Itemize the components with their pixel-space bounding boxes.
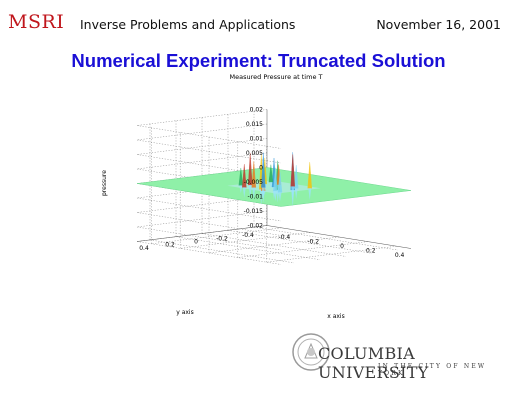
x-tick-label: -0.2 bbox=[307, 238, 319, 245]
z-tick-label: -0.015 bbox=[244, 208, 264, 215]
chart-title: Measured Pressure at time T bbox=[230, 73, 323, 81]
axis-line bbox=[266, 225, 412, 249]
z-axis-label: pressure bbox=[101, 170, 108, 196]
grid-line bbox=[136, 226, 282, 251]
university-name: COLUMBIA UNIVERSITY bbox=[318, 344, 429, 382]
z-tick-label: -0.02 bbox=[247, 223, 263, 230]
surface-dip bbox=[273, 190, 277, 202]
grid-line bbox=[227, 230, 373, 254]
grid-line bbox=[136, 241, 282, 265]
grid-line bbox=[180, 232, 311, 249]
z-tick-label: 0.005 bbox=[246, 150, 263, 157]
y-tick-label: 0.2 bbox=[165, 242, 175, 249]
grid-line bbox=[136, 139, 282, 164]
grid-line bbox=[175, 236, 321, 260]
surface-spikes bbox=[238, 152, 312, 207]
z-tick-label: -0.01 bbox=[247, 194, 263, 201]
surface-dip bbox=[269, 182, 273, 190]
y-axis-label: y axis bbox=[176, 309, 193, 316]
x-tick-label: 0.2 bbox=[366, 248, 376, 255]
x-tick-label: 0.4 bbox=[395, 252, 405, 259]
grid-line bbox=[136, 138, 268, 155]
grid-line bbox=[136, 152, 268, 170]
surface-dip bbox=[294, 188, 298, 199]
axis-ticks: -0.02 -0.015 -0.01 -0.005 0 0.005 0.01 0.015 0.0… bbox=[139, 107, 404, 260]
msri-logo: MSRI bbox=[8, 11, 65, 33]
y-tick-label: 0 bbox=[194, 239, 198, 246]
surface-dip bbox=[259, 189, 263, 206]
surface-dip bbox=[278, 192, 282, 202]
header-date: November 16, 2001 bbox=[376, 17, 501, 32]
surface-dip bbox=[239, 185, 243, 194]
x-tick-label: 0 bbox=[340, 243, 344, 250]
columbia-seal-icon bbox=[292, 333, 330, 371]
y-tick-label: 0.4 bbox=[139, 245, 149, 252]
header-title: Inverse Problems and Applications bbox=[80, 17, 296, 32]
grid-line bbox=[136, 210, 268, 228]
surface-dip bbox=[308, 188, 312, 201]
z-tick-label: 0.01 bbox=[250, 136, 264, 143]
grid-line bbox=[136, 123, 268, 141]
x-axis-label: x axis bbox=[327, 313, 344, 320]
surface-dip bbox=[252, 187, 256, 200]
grid-line bbox=[266, 245, 397, 263]
z-tick-label: 0.02 bbox=[250, 107, 264, 114]
x-tick-label: -0.4 bbox=[279, 234, 291, 241]
grid-line bbox=[136, 109, 268, 126]
z-tick-label: 0.015 bbox=[246, 121, 263, 128]
surface-dip bbox=[276, 189, 280, 203]
grid-line bbox=[136, 197, 282, 222]
axis-line bbox=[136, 225, 268, 242]
z-tick-label: -0.005 bbox=[244, 179, 264, 186]
slide-title: Numerical Experiment: Truncated Solution bbox=[71, 50, 446, 71]
grid-line bbox=[136, 196, 268, 213]
grid-line bbox=[136, 212, 282, 236]
grid-line bbox=[201, 233, 347, 257]
y-tick-label: -0.4 bbox=[242, 232, 254, 239]
grid-line bbox=[237, 241, 368, 258]
surface-spike bbox=[290, 154, 295, 187]
grid-line bbox=[253, 226, 399, 251]
surface-dip bbox=[261, 187, 265, 204]
surface-dip bbox=[291, 186, 295, 201]
surface-dip bbox=[248, 185, 252, 200]
grid-line bbox=[136, 125, 282, 149]
surface-plot: Measured Pressure at time T -0.02-0.015-… bbox=[101, 73, 412, 320]
z-tick-label: 0 bbox=[259, 165, 263, 172]
surface-dip bbox=[242, 187, 246, 198]
y-tick-label: -0.2 bbox=[216, 235, 228, 242]
university-subtitle: IN THE CITY OF NEW YORK bbox=[378, 363, 487, 377]
grid-line bbox=[149, 239, 295, 264]
